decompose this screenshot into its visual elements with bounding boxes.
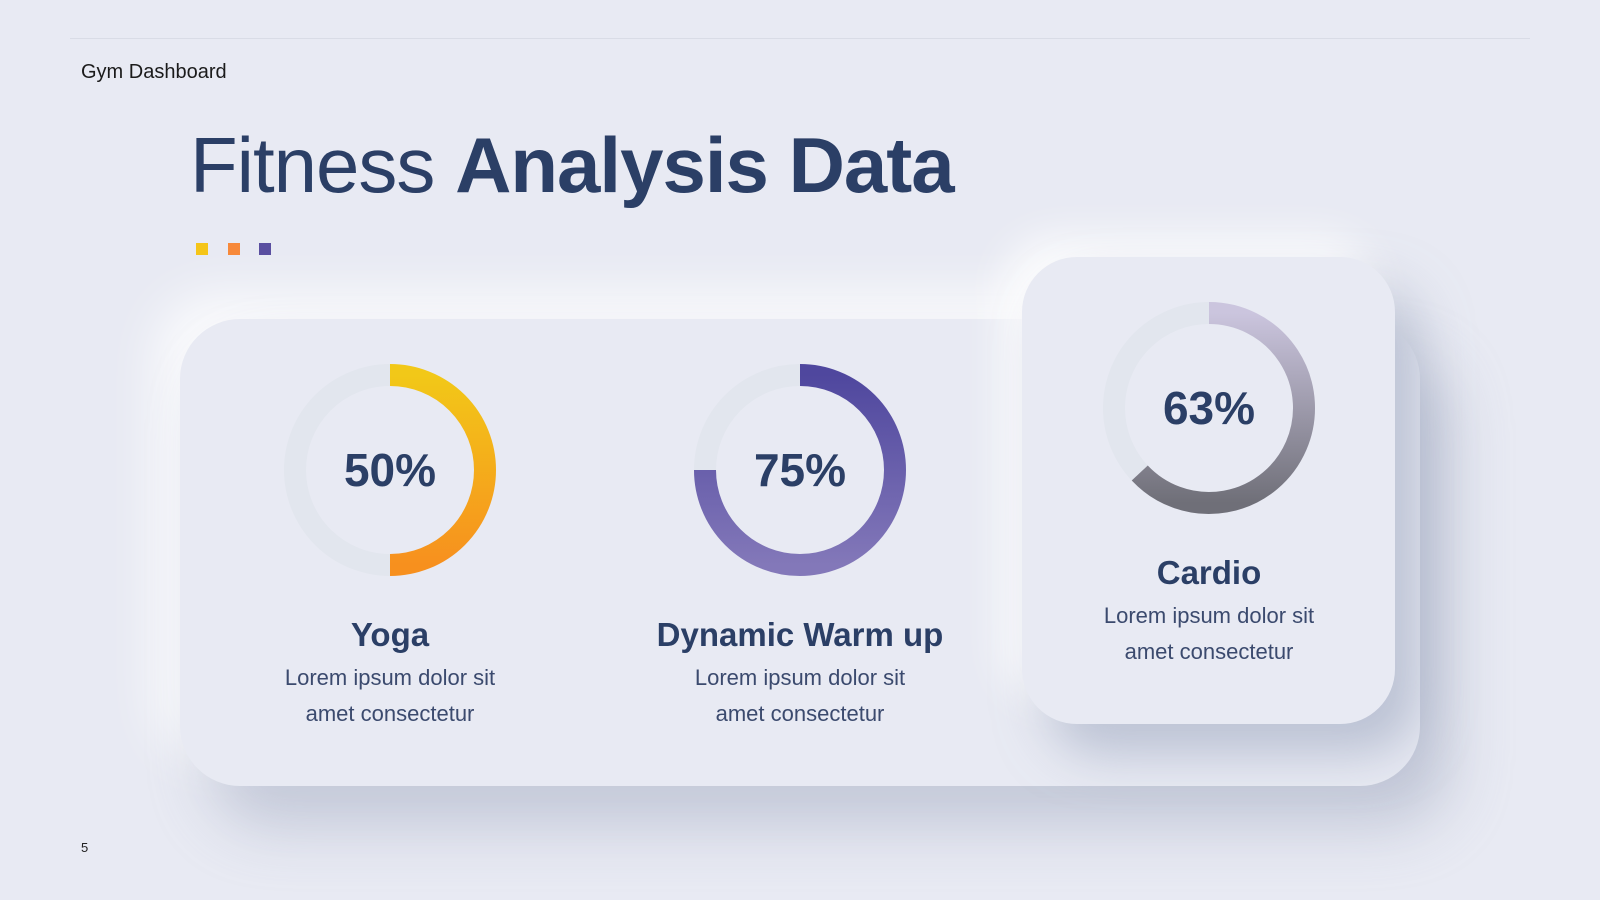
card-description: Lorem ipsum dolor sit amet consectetur — [284, 665, 496, 726]
donut-value-label: 50% — [344, 444, 436, 496]
page-number: 5 — [81, 840, 89, 855]
card-name: Yoga — [350, 616, 430, 653]
donut-value-label: 63% — [1163, 382, 1255, 434]
card-name: Dynamic Warm up — [656, 616, 944, 653]
title: Fitness Analysis Data — [190, 120, 955, 211]
highlight-card — [1022, 257, 1395, 724]
card-name: Cardio — [1156, 554, 1262, 591]
card-description: Lorem ipsum dolor sit amet consectetur — [694, 665, 906, 726]
header-rule — [70, 38, 1530, 39]
header-label: Gym Dashboard — [81, 61, 227, 83]
donut-arc — [389, 364, 496, 576]
title-regular: Fitness — [190, 121, 435, 209]
donut-value-label: 75% — [754, 444, 846, 496]
accent-dot — [196, 243, 208, 255]
accent-dot — [259, 243, 271, 255]
title-bold: Analysis Data — [455, 121, 955, 209]
card-description: Lorem ipsum dolor sit amet consectetur — [1103, 603, 1315, 664]
donut-arc — [1131, 302, 1315, 514]
accent-dot — [227, 243, 240, 255]
donut-arc — [694, 364, 906, 576]
